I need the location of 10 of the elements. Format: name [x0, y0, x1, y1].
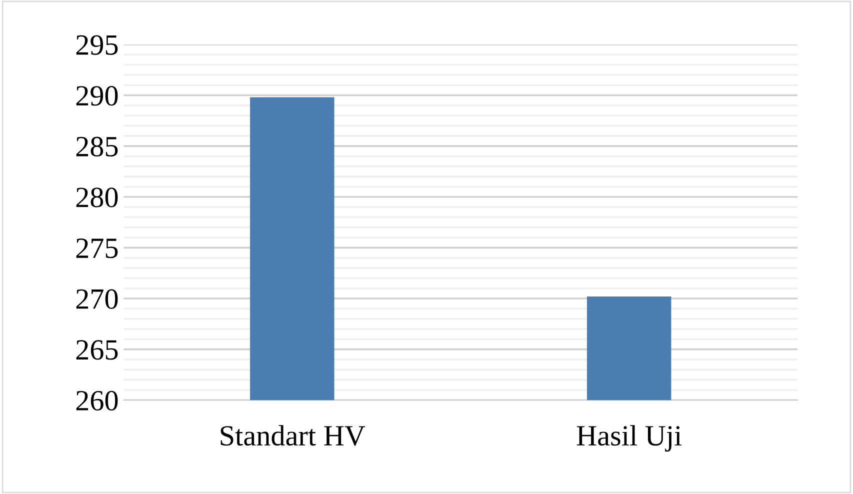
y-tick-label: 280: [76, 188, 118, 208]
y-tick-label: 265: [76, 340, 118, 360]
y-tick-label: 260: [76, 390, 118, 411]
x-tick-label: Standart HV: [220, 425, 366, 446]
y-tick-label: 275: [76, 238, 118, 258]
y-tick-label: 285: [76, 136, 118, 156]
y-tick-label: 270: [76, 289, 118, 309]
y-tick-label: 290: [76, 86, 118, 106]
x-tick-label: Hasil Uji: [576, 425, 682, 452]
y-tick-label: 295: [76, 35, 118, 55]
